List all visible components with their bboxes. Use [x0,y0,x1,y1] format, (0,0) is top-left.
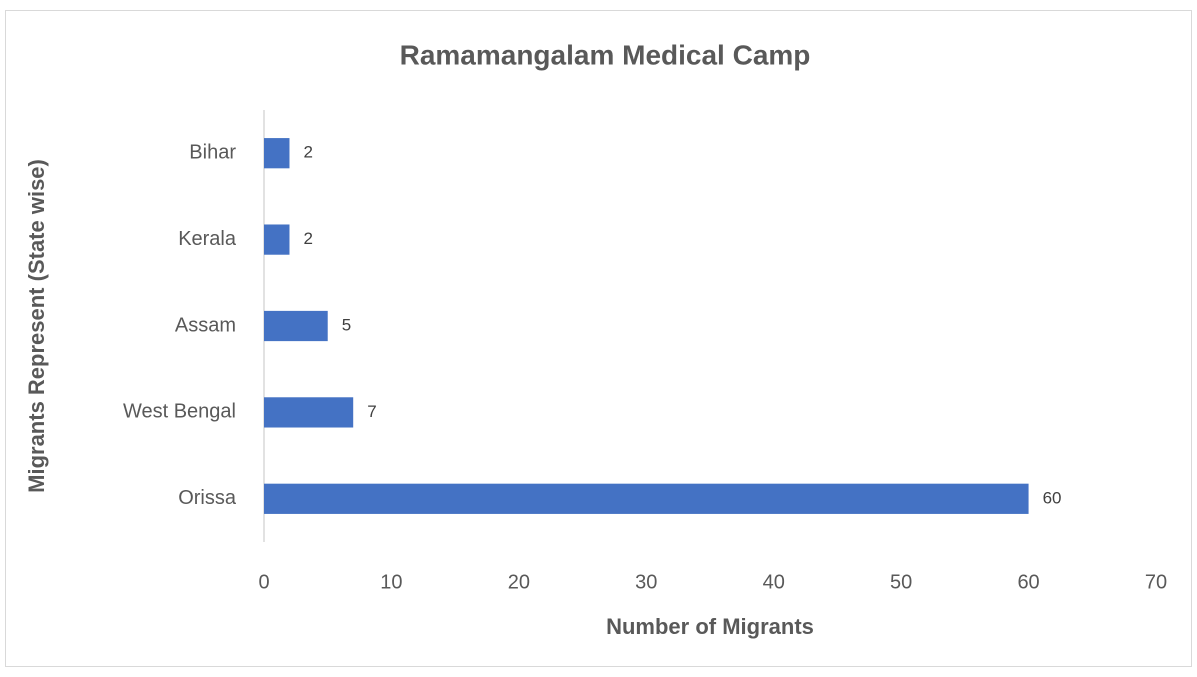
x-tick-label: 0 [258,571,269,593]
y-tick-label: West Bengal [123,401,236,423]
x-axis-title: Number of Migrants [606,614,814,639]
bar [264,397,354,428]
data-label: 60 [1043,488,1062,507]
chart-border [5,10,1192,667]
y-tick-label: Kerala [178,228,237,250]
bar [264,224,290,255]
data-label: 5 [342,315,351,334]
x-tick-label: 70 [1145,571,1167,593]
x-tick-label: 10 [380,571,402,593]
chart-title: Ramamangalam Medical Camp [400,39,811,70]
x-tick-label: 40 [763,571,785,593]
x-tick-label: 20 [508,571,530,593]
x-tick-label: 50 [890,571,912,593]
bar [264,138,290,169]
x-tick-label: 60 [1017,571,1039,593]
y-tick-label: Orissa [178,487,237,509]
bar [264,310,328,342]
y-axis-title: Migrants Represent (State wise) [24,159,49,493]
data-label: 7 [367,402,376,421]
data-label: 2 [303,143,312,162]
bar [264,483,1029,514]
y-tick-label: Assam [175,314,236,336]
y-tick-label: Bihar [189,141,236,163]
x-tick-label: 30 [635,571,657,593]
data-label: 2 [303,229,312,248]
